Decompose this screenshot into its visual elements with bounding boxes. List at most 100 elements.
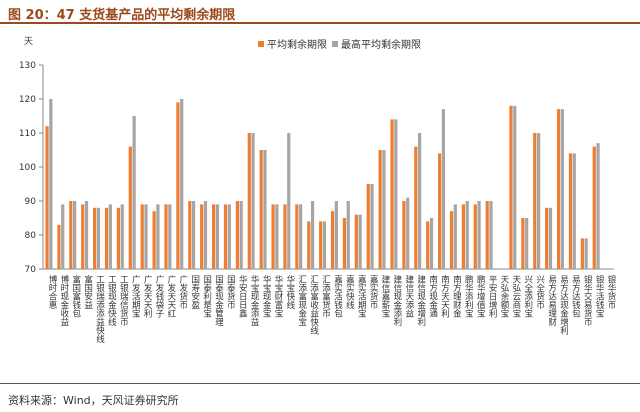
y-tick-label: 120 (19, 95, 36, 105)
legend-swatch (258, 41, 264, 47)
x-tick-label: 银华活钱宝 (594, 274, 604, 317)
bar-avg (259, 150, 263, 269)
bar-max (61, 204, 65, 269)
bar-avg (116, 207, 121, 269)
y-tick-label: 80 (25, 231, 37, 241)
x-tick-label: 鹏华添利宝 (463, 274, 473, 317)
bar-avg (342, 218, 347, 269)
bar-avg (211, 204, 216, 269)
title-rule (0, 22, 640, 24)
bar-max (191, 201, 196, 269)
x-tick-label: 南方理财金 (451, 274, 461, 317)
y-tick-label: 130 (19, 61, 36, 71)
bar-max (370, 184, 374, 269)
bar-max (49, 99, 53, 269)
bar-avg (592, 146, 596, 269)
bar-max (334, 201, 338, 269)
bar-max (536, 133, 541, 269)
bar-avg (188, 201, 192, 269)
bar-max (239, 201, 243, 269)
x-tick-label: 汇添富现金宝 (297, 275, 307, 326)
x-tick-label: 广发钱袋子 (154, 274, 164, 317)
bar-max (227, 204, 231, 269)
bar-max (132, 116, 136, 269)
bar-avg (568, 153, 573, 269)
x-tick-label: 平安日增利 (487, 275, 497, 318)
bar-avg (283, 204, 287, 269)
bar-avg (449, 211, 454, 269)
bar-avg (235, 201, 239, 269)
x-tick-label: 兴全货币 (535, 275, 545, 310)
bar-max (346, 201, 350, 269)
x-tick-label: 银华交易货币 (582, 274, 592, 327)
bar-max (215, 204, 219, 269)
x-tick-label: 华安日日鑫 (237, 274, 247, 318)
x-tick-label: 国泰货币 (225, 275, 235, 310)
bar-avg (295, 204, 299, 269)
bar-avg (307, 221, 311, 269)
bar-avg (390, 119, 394, 270)
bar-max (429, 218, 434, 269)
bar-chart: 天 70 80 90 100 110 120 130 博时合惠 博时现金收益 富国富钱包 富国安益… (19, 37, 616, 343)
bar-avg (271, 204, 275, 269)
bar-max (73, 201, 77, 269)
bar-max (418, 133, 422, 269)
bar-avg (223, 204, 228, 269)
x-tick-label: 建信嘉薪宝 (380, 274, 390, 317)
y-tick-label: 70 (25, 265, 37, 275)
bar-max (203, 201, 208, 269)
bar-avg (521, 218, 525, 269)
bar-max (144, 204, 148, 269)
x-tick-label: 南方现金通 (428, 274, 438, 318)
bar-max (120, 204, 124, 269)
bar-max (382, 150, 386, 269)
bar-avg (128, 146, 132, 269)
bar-avg (533, 133, 537, 269)
y-tick-label: 100 (19, 163, 36, 173)
bar-max (168, 204, 172, 269)
bar-avg (93, 207, 97, 269)
x-tick-label: 易方达现金增利 (558, 275, 568, 335)
x-tick-label: 易方达钱包 (570, 275, 580, 318)
bar-avg (438, 153, 442, 269)
x-tick-label: 富国安益 (83, 274, 93, 309)
bar-max (465, 201, 469, 269)
bar-max (489, 201, 493, 269)
legend-label: 最高平均剩余期限 (341, 38, 421, 51)
bar-max (572, 153, 576, 269)
x-axis-labels: 博时合惠 博时现金收益 富国富钱包 富国安益 工银瑞添添益快线 工银现金快线 工银瑞信货币广… (47, 274, 616, 343)
bar-max (525, 218, 529, 269)
x-tick-label: 富国富钱包 (71, 274, 81, 317)
x-tick-label: 广发活期宝 (130, 274, 140, 317)
bar-avg (152, 211, 156, 269)
bar-avg (319, 221, 323, 269)
bar-avg (176, 102, 180, 270)
x-tick-label: 华宝现金宝 (261, 274, 271, 317)
x-tick-label: 广发天天利 (142, 274, 152, 317)
bar-avg (580, 238, 584, 269)
legend-label: 平均剩余期限 (267, 38, 327, 51)
bar-avg (69, 201, 73, 269)
bar-max (180, 99, 184, 269)
bar-max (156, 204, 160, 269)
x-tick-label: 嘉实快线 (344, 274, 354, 309)
x-tick-label: 嘉实货币 (368, 274, 378, 310)
bar-avg (247, 133, 251, 269)
bar-max (287, 133, 291, 269)
legend-swatch (332, 41, 338, 47)
bar-max (596, 143, 600, 269)
bar-avg (485, 201, 489, 269)
bar-avg (556, 109, 561, 269)
figure-title: 图 20：47 支货基产品的平均剩余期限 (8, 8, 236, 23)
bar-max (263, 150, 267, 269)
bar-avg (378, 150, 382, 269)
x-tick-label: 汇添富货币 (321, 275, 331, 318)
x-tick-label: 银华货币 (606, 274, 616, 310)
bar-avg (200, 204, 204, 269)
x-tick-label: 广发天天红 (166, 274, 176, 317)
bars (45, 99, 600, 270)
bar-max (560, 109, 564, 269)
y-axis-label: 天 (24, 37, 33, 47)
bar-avg (104, 207, 109, 269)
x-tick-label: 汇添富收益快线 (309, 275, 319, 335)
